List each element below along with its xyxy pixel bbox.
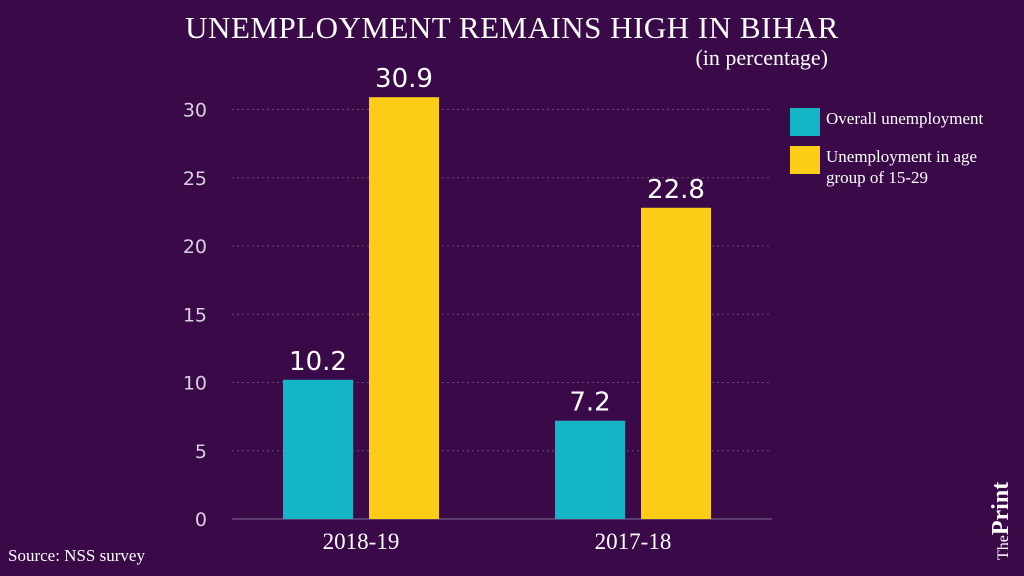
bar-2017-18-series-0 (555, 420, 625, 519)
legend-swatch-youth (790, 146, 820, 174)
brand-logo: ThePrint (988, 481, 1014, 560)
legend-swatch-overall (790, 108, 820, 136)
legend-item-overall: Overall unemployment (790, 108, 986, 136)
source-note: Source: NSS survey (8, 546, 145, 565)
legend: Overall unemployment Unemployment in age… (790, 108, 986, 198)
y-tick-label-20: 20 (183, 236, 207, 258)
y-tick-label-0: 0 (195, 509, 207, 531)
data-label-2017-18-series-1: 22.8 (647, 175, 705, 205)
bar-2018-19-series-1 (369, 97, 439, 519)
x-tick-label-2017-18: 2017-18 (595, 529, 672, 554)
y-tick-label-30: 30 (183, 100, 207, 122)
y-tick-label-25: 25 (183, 168, 207, 190)
y-tick-label-5: 5 (195, 441, 207, 463)
chart-subtitle: (in percentage) (695, 45, 828, 70)
data-label-2018-19-series-0: 10.2 (289, 347, 347, 377)
data-label-2018-19-series-1: 30.9 (375, 64, 433, 94)
data-label-2017-18-series-0: 7.2 (569, 388, 610, 418)
x-tick-label-2018-19: 2018-19 (323, 529, 400, 554)
y-tick-label-10: 10 (183, 373, 207, 395)
legend-label-youth: Unemployment in age group of 15-29 (826, 147, 978, 187)
y-tick-label-15: 15 (183, 304, 207, 326)
legend-item-youth: Unemployment in age group of 15-29 (790, 146, 986, 188)
bar-2018-19-series-0 (283, 379, 353, 519)
chart-title: UNEMPLOYMENT REMAINS HIGH IN BIHAR (185, 10, 839, 45)
legend-label-overall: Overall unemployment (826, 109, 984, 128)
bar-2017-18-series-1 (641, 207, 711, 519)
